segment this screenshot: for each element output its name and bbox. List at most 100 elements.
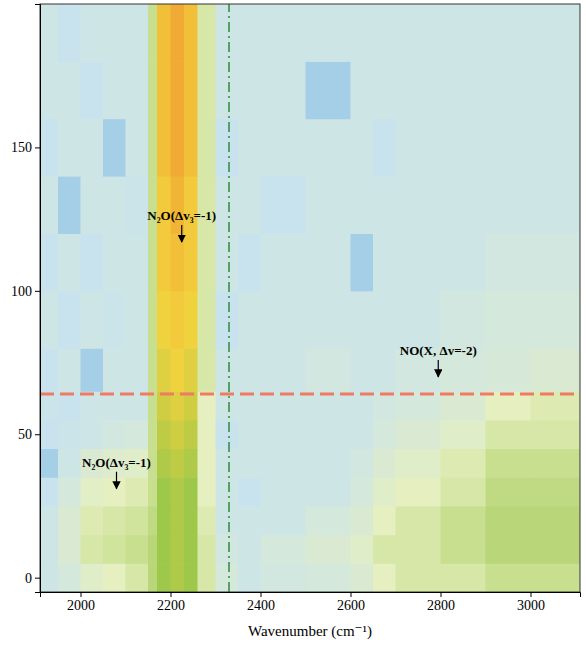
heat-cell [184, 391, 198, 420]
heat-cell [531, 449, 581, 478]
heat-cell [373, 233, 396, 291]
heat-cell [58, 449, 81, 478]
heat-cell [351, 563, 374, 592]
heat-cell [148, 348, 158, 392]
heat-cell [184, 563, 198, 592]
heat-cell [40, 233, 59, 291]
heat-cell [171, 449, 185, 478]
heat-cell [486, 4, 532, 62]
heat-cell [40, 449, 59, 478]
heat-cell [184, 119, 198, 177]
heat-cell [216, 119, 239, 177]
heat-cell [306, 291, 352, 349]
heat-cell [441, 291, 487, 349]
y-tick-label: 50 [18, 427, 32, 442]
heat-cell [198, 477, 217, 506]
heat-cell [373, 563, 396, 592]
heat-cell [198, 348, 217, 392]
heat-cell [103, 233, 126, 291]
x-tick-mark [261, 592, 262, 597]
heat-cell [306, 176, 352, 234]
heat-cell [216, 449, 239, 478]
heat-cell [40, 563, 59, 592]
heat-cell [216, 61, 239, 119]
heat-cell [171, 563, 185, 592]
x-tick-label: 2400 [247, 598, 275, 613]
heat-cell [261, 391, 307, 420]
y-tick-label: 100 [11, 284, 32, 299]
heat-cell [103, 391, 126, 420]
heat-cell [486, 391, 532, 420]
x-tick-mark [351, 592, 352, 597]
heat-cell [216, 391, 239, 420]
y-tick-mark [35, 578, 40, 579]
heat-cell [373, 176, 396, 234]
heat-cell [396, 291, 442, 349]
heat-cell [261, 535, 307, 564]
heat-cell [103, 61, 126, 119]
heat-cell [396, 506, 442, 535]
heat-cell [216, 535, 239, 564]
heat-cell [157, 348, 171, 392]
heat-cell [306, 506, 352, 535]
heat-cell [306, 477, 352, 506]
heat-cell [58, 477, 81, 506]
heat-cell [81, 563, 104, 592]
heat-cell [261, 477, 307, 506]
heat-cell [486, 449, 532, 478]
heat-cell [238, 4, 261, 62]
heat-cell [396, 535, 442, 564]
heat-cell [40, 535, 59, 564]
annotations: N₂O(Δv₃=-1)N₂O(Δv₃=-1)NO(X, Δv=-2) [82, 208, 477, 489]
y-tick-mark [35, 147, 40, 148]
heat-cell [531, 477, 581, 506]
heat-cell [198, 449, 217, 478]
x-tick: 2800 [427, 592, 455, 613]
heat-cell [157, 61, 171, 119]
x-axis-title: Wavenumber (cm⁻¹) [248, 623, 372, 640]
heat-cell [126, 477, 149, 506]
heat-cell [40, 4, 59, 62]
heat-cell [171, 291, 185, 349]
heat-cell [184, 233, 198, 291]
heat-cell [184, 176, 198, 234]
heat-cell [261, 420, 307, 449]
heat-cell [81, 477, 104, 506]
heat-cell [171, 61, 185, 119]
heat-cell [81, 61, 104, 119]
heat-cell [171, 535, 185, 564]
heat-cell [184, 4, 198, 62]
heat-cell [351, 348, 374, 392]
heat-cell [238, 563, 261, 592]
heat-cell [58, 119, 81, 177]
heat-cell [81, 176, 104, 234]
heat-cell [81, 506, 104, 535]
heat-cell [351, 176, 374, 234]
annotation-arrow [438, 360, 439, 377]
heat-cell [198, 176, 217, 234]
heat-cell [531, 563, 581, 592]
heat-cell [396, 420, 442, 449]
heat-cell [171, 420, 185, 449]
heat-cell [396, 477, 442, 506]
annotation-label: N₂O(Δv₃=-1) [82, 455, 151, 470]
heat-cell [441, 506, 487, 535]
cells [40, 4, 580, 592]
x-tick-label: 2800 [427, 598, 455, 613]
x-tick-label: 2200 [157, 598, 185, 613]
heat-cell [148, 233, 158, 291]
heat-cell [216, 233, 239, 291]
heat-cell [103, 420, 126, 449]
heat-cell [103, 291, 126, 349]
heat-cell [441, 391, 487, 420]
heat-cell [441, 4, 487, 62]
heat-cell [171, 4, 185, 62]
heat-cell [373, 348, 396, 392]
heat-cell [531, 61, 581, 119]
heat-cell [157, 420, 171, 449]
heat-cell [148, 176, 158, 234]
reference-line [228, 4, 230, 592]
y-tick-mark [35, 434, 40, 435]
heat-cell [58, 535, 81, 564]
heat-cell [306, 449, 352, 478]
